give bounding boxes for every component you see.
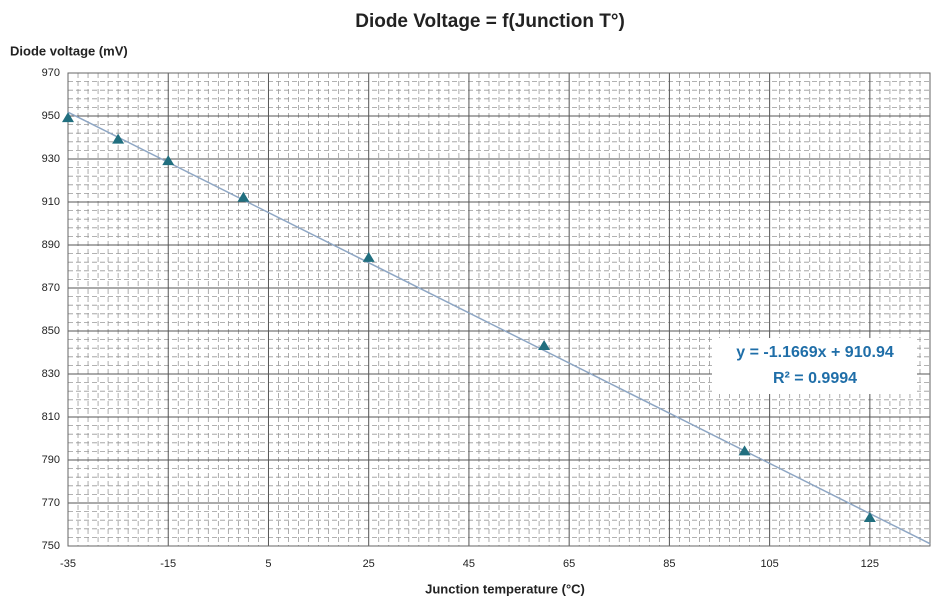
- x-tick-label: 45: [463, 558, 475, 570]
- y-tick-label: 930: [42, 153, 60, 165]
- chart-title: Diode Voltage = f(Junction T°): [355, 11, 625, 32]
- x-tick-label: 125: [861, 558, 879, 570]
- x-tick-label: 5: [265, 558, 271, 570]
- x-tick-label: 85: [663, 558, 675, 570]
- data-point: [362, 251, 375, 262]
- y-tick-label: 830: [42, 368, 60, 380]
- y-axis-label: Diode voltage (mV): [10, 43, 128, 58]
- data-point: [863, 512, 876, 523]
- x-tick-label: 65: [563, 558, 575, 570]
- y-tick-label: 910: [42, 196, 60, 208]
- y-tick-label: 890: [42, 239, 60, 251]
- trendline-equation: y = -1.1669x + 910.94: [736, 344, 894, 361]
- data-point: [738, 445, 751, 456]
- y-tick-label: 950: [42, 110, 60, 122]
- data-point: [112, 133, 125, 144]
- x-tick-label: 105: [760, 558, 778, 570]
- data-point: [62, 112, 74, 123]
- y-tick-label: 850: [42, 325, 60, 337]
- equation-box: [712, 338, 917, 394]
- grid: [67, 72, 931, 547]
- y-tick-label: 790: [42, 454, 60, 466]
- y-tick-label: 810: [42, 411, 60, 423]
- trendline-r2: R² = 0.9994: [773, 370, 857, 387]
- y-tick-label: 870: [42, 282, 60, 294]
- x-tick-label: -35: [60, 558, 76, 570]
- y-tick-label: 770: [42, 497, 60, 509]
- y-tick-label: 750: [42, 540, 60, 552]
- y-tick-label: 970: [42, 67, 60, 79]
- data-point: [237, 191, 250, 202]
- plot-border: [67, 72, 931, 547]
- x-tick-label: 25: [363, 558, 375, 570]
- x-axis-label: Junction temperature (°C): [425, 581, 585, 596]
- x-tick-label: -15: [160, 558, 176, 570]
- trendline: [67, 111, 931, 545]
- data-point: [538, 340, 551, 351]
- data-point: [162, 155, 175, 166]
